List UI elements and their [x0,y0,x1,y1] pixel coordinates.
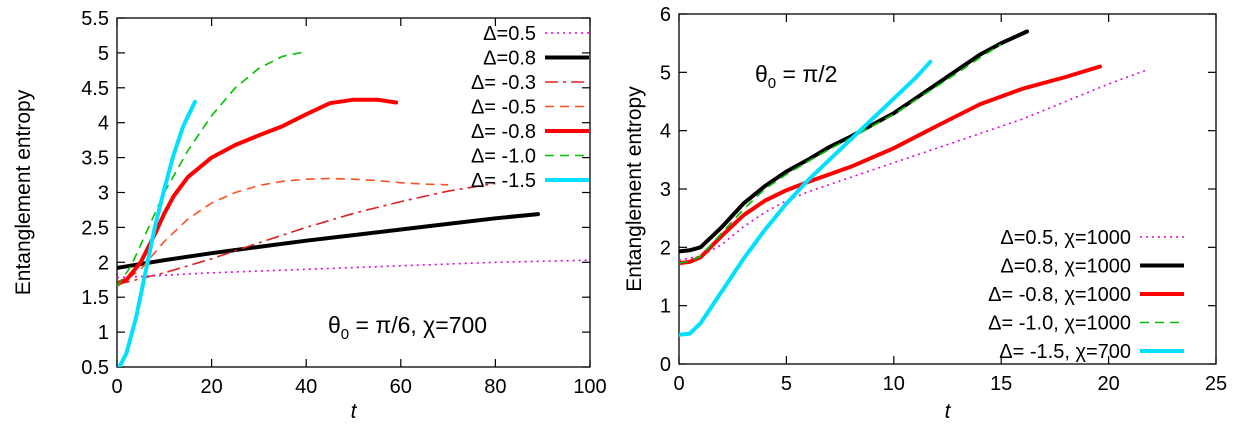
y-tick-label: 1 [98,322,109,344]
y-tick-label: 3 [98,183,109,205]
x-axis-label: t [351,400,358,423]
legend: Δ=0.5, χ=1000 Δ=0.8, χ=1000 Δ= -0.8, χ=100… [988,227,1184,363]
x-tick-label: 100 [573,376,606,398]
series-line-3 [117,177,449,288]
x-tick-label: 5 [781,373,792,395]
y-axis-label: Entanglement entropy [12,89,35,295]
legend-label: Δ= -0.8, χ=1000 [988,284,1131,306]
legend-label: Δ= -0.5 [471,97,536,119]
y-tick-label: 1 [660,296,671,318]
y-axis-label: Entanglement entropy [623,86,646,292]
series-line-5 [117,50,307,288]
legend-label: Δ= -0.3 [471,72,536,94]
y-tick-label: 4 [98,113,109,135]
x-tick-label: 40 [295,376,317,398]
legend-label: Δ=0.5 [483,23,536,45]
panel-annotation: θ0 = π/2 [755,61,837,92]
x-tick-label: 15 [990,373,1012,395]
y-tick-label: 2 [660,237,671,259]
series-line-4 [679,59,933,337]
legend-label: Δ= -1.0, χ=1000 [988,313,1131,335]
x-tick-label: 60 [390,376,412,398]
legend-label: Δ=0.8, χ=1000 [1000,256,1131,278]
y-tick-label: 0.5 [81,357,109,379]
x-tick-label: 80 [484,376,506,398]
x-tick-label: 20 [200,376,222,398]
y-tick-label: 5 [98,43,109,65]
series-line-0 [679,69,1146,261]
x-tick-label: 25 [1205,373,1227,395]
x-axis-label: t [945,400,952,423]
y-tick-label: 1.5 [81,287,109,309]
right-plot: 0 5 10 15 20 25 0 1 2 3 4 5 6 t Entanglement entropy Δ=… [623,4,1227,423]
y-tick-label: 4 [660,121,671,143]
series-line-1 [117,212,540,270]
y-tick-label: 3.5 [81,148,109,170]
series-line-1 [679,29,1029,254]
y-tick-label: 4.5 [81,78,109,100]
x-tick-label: 20 [1097,373,1119,395]
legend-label: Δ=0.8 [483,48,536,70]
y-tick-label: 2 [98,252,109,274]
y-tick-label: 5.5 [81,8,109,30]
y-tick-label: 6 [660,4,671,26]
series-line-6 [117,99,197,367]
left-plot: 0 20 40 60 80 100 0.5 1 1.5 2 2.5 3 3.5 4 4.5 5 5.5 t Enta… [12,8,607,423]
legend-label: Δ= -1.5 [471,170,536,192]
y-tick-label: 5 [660,62,671,84]
y-tick-label: 0 [660,354,671,376]
y-tick-label: 3 [660,179,671,201]
x-tick-label: 0 [673,373,684,395]
x-tick-label: 10 [883,373,905,395]
x-tick-label: 0 [111,376,122,398]
panel-annotation: θ0 = π/6, χ=700 [328,312,487,343]
legend: Δ=0.5 Δ=0.8Δ= -0.3 Δ= -0.5Δ= -0.8 Δ= -1.0Δ=… [471,23,589,192]
legend-label: Δ= -1.5, χ=700 [999,341,1131,363]
legend-label: Δ=0.5, χ=1000 [1000,227,1131,249]
legend-label: Δ= -1.0 [471,146,536,168]
legend-label: Δ= -0.8 [471,121,536,143]
y-tick-label: 2.5 [81,217,109,239]
series-line-0 [117,259,590,279]
series-line-4 [117,97,399,286]
